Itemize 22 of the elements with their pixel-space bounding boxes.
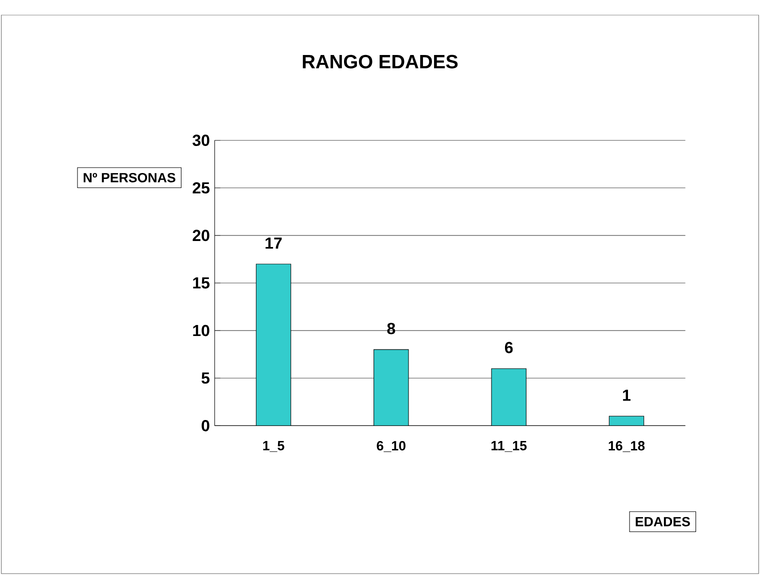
- x-tick-label: 11_15: [492, 441, 527, 452]
- data-label: 1: [623, 390, 631, 401]
- x-tick-label: 1_5: [263, 441, 284, 452]
- bar: [256, 264, 292, 426]
- y-tick-label: 25: [192, 182, 210, 194]
- bar: [491, 368, 526, 426]
- y-axis-title: Nº PERSONAS: [84, 172, 176, 182]
- x-tick-label: 6_10: [376, 441, 406, 452]
- bar: [608, 416, 644, 426]
- y-tick-label: 0: [202, 420, 210, 432]
- y-tick-label: 20: [192, 230, 210, 242]
- y-tick-label: 30: [192, 134, 210, 146]
- x-tick-label: 16_18: [608, 441, 645, 452]
- y-tick-label: 5: [202, 372, 210, 384]
- chart-title: RANGO EDADES: [302, 54, 458, 68]
- y-tick-label: 15: [193, 277, 210, 289]
- data-label: 8: [387, 322, 396, 334]
- y-tick-label: 10: [193, 324, 210, 336]
- data-label: 17: [266, 238, 282, 249]
- bar: [374, 349, 409, 426]
- data-label: 6: [504, 342, 513, 354]
- x-axis-title: EDADES: [636, 516, 690, 526]
